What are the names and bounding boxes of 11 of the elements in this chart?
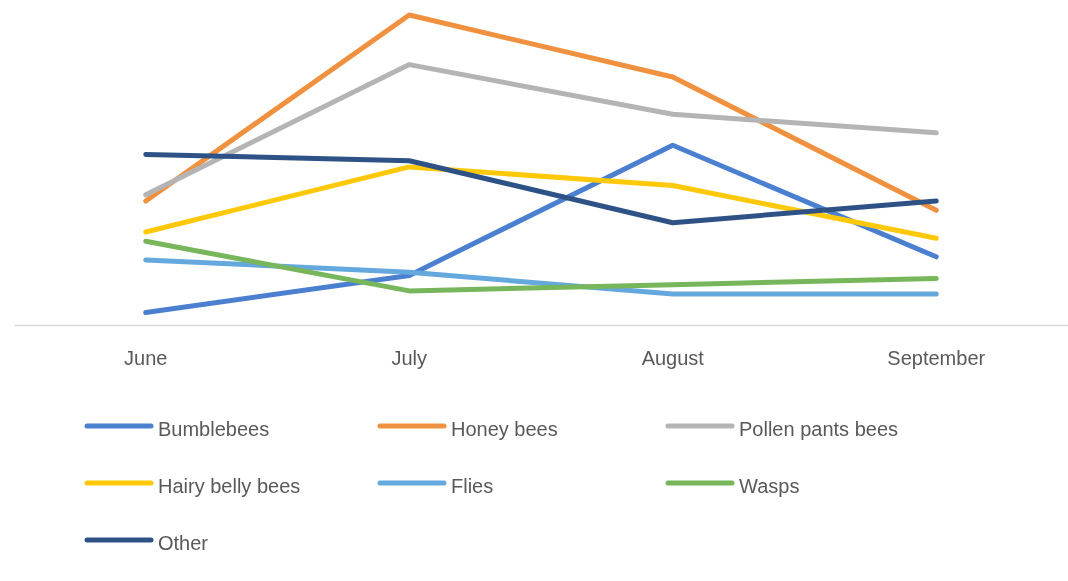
legend-label: Other xyxy=(158,532,209,554)
x-tick-label: September xyxy=(887,347,986,370)
x-tick-label: August xyxy=(641,347,705,370)
legend-label: Hairy belly bees xyxy=(158,475,301,497)
legend-label: Wasps xyxy=(739,475,800,497)
legend-label: Flies xyxy=(451,475,494,497)
legend-label: Bumblebees xyxy=(158,418,270,440)
legend-label: Pollen pants bees xyxy=(739,418,899,440)
legend-label: Honey bees xyxy=(451,418,558,440)
x-tick-label: July xyxy=(391,347,428,370)
x-tick-label: June xyxy=(124,347,168,370)
